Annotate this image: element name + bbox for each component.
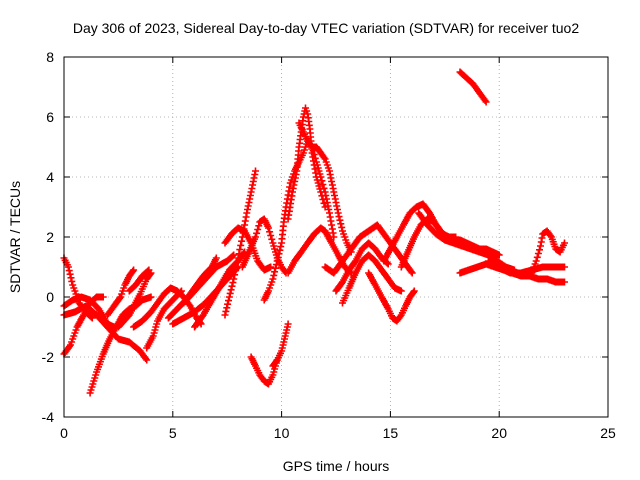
data-point-markers: [456, 68, 490, 106]
data-series-arc-19: [269, 320, 292, 370]
data-series-arc-07: [114, 269, 155, 331]
axis-ticks: 0 5 10 15 20 25 -4 -2 0 2 4 6 8: [42, 49, 616, 441]
data-series-arc-23: [284, 224, 355, 277]
data-point-markers: [269, 320, 292, 370]
y-tick-label: -2: [42, 349, 55, 365]
data-series-arc-22: [295, 119, 355, 256]
x-tick-label: 15: [383, 425, 399, 441]
data-point-markers: [247, 353, 281, 388]
data-point-markers: [365, 269, 418, 325]
y-tick-label: 2: [46, 229, 54, 245]
data-series-arc-18: [247, 353, 281, 388]
data-point-markers: [284, 224, 355, 277]
data-point-markers: [284, 104, 329, 223]
data-series-arc-10: [143, 287, 185, 352]
data-point-markers: [104, 266, 138, 319]
data-point-markers: [114, 269, 155, 331]
data-point-markers: [295, 119, 355, 256]
data-series-arc-27: [365, 269, 418, 325]
data-series: [60, 68, 568, 397]
x-tick-label: 10: [274, 425, 290, 441]
data-series-arc-06: [104, 266, 138, 319]
data-series-arc-34: [456, 68, 490, 106]
data-point-markers: [415, 209, 518, 274]
data-point-markers: [143, 287, 185, 352]
data-point-markers: [180, 251, 238, 307]
data-point-markers: [125, 266, 153, 295]
data-series-arc-08: [125, 266, 153, 295]
x-tick-label: 0: [60, 425, 68, 441]
data-point-markers: [528, 227, 568, 277]
y-tick-label: 8: [46, 49, 54, 65]
data-point-markers: [339, 251, 405, 307]
y-tick-label: -4: [42, 409, 55, 425]
data-series-arc-26: [339, 251, 405, 307]
y-axis-label: SDTVAR / TECUs: [7, 181, 23, 293]
data-series-arc-30: [415, 209, 518, 274]
y-tick-label: 6: [46, 109, 54, 125]
data-series-arc-33: [528, 227, 568, 277]
y-tick-label: 4: [46, 169, 54, 185]
x-axis-label: GPS time / hours: [283, 458, 390, 474]
x-tick-label: 20: [491, 425, 507, 441]
y-tick-label: 0: [46, 289, 54, 305]
data-series-arc-21: [284, 104, 329, 223]
data-series-arc-17: [238, 215, 290, 277]
data-series-arc-13: [180, 251, 238, 307]
chart-title: Day 306 of 2023, Sidereal Day-to-day VTE…: [73, 20, 580, 36]
x-tick-label: 25: [600, 425, 616, 441]
x-tick-label: 5: [169, 425, 177, 441]
data-point-markers: [238, 215, 290, 277]
